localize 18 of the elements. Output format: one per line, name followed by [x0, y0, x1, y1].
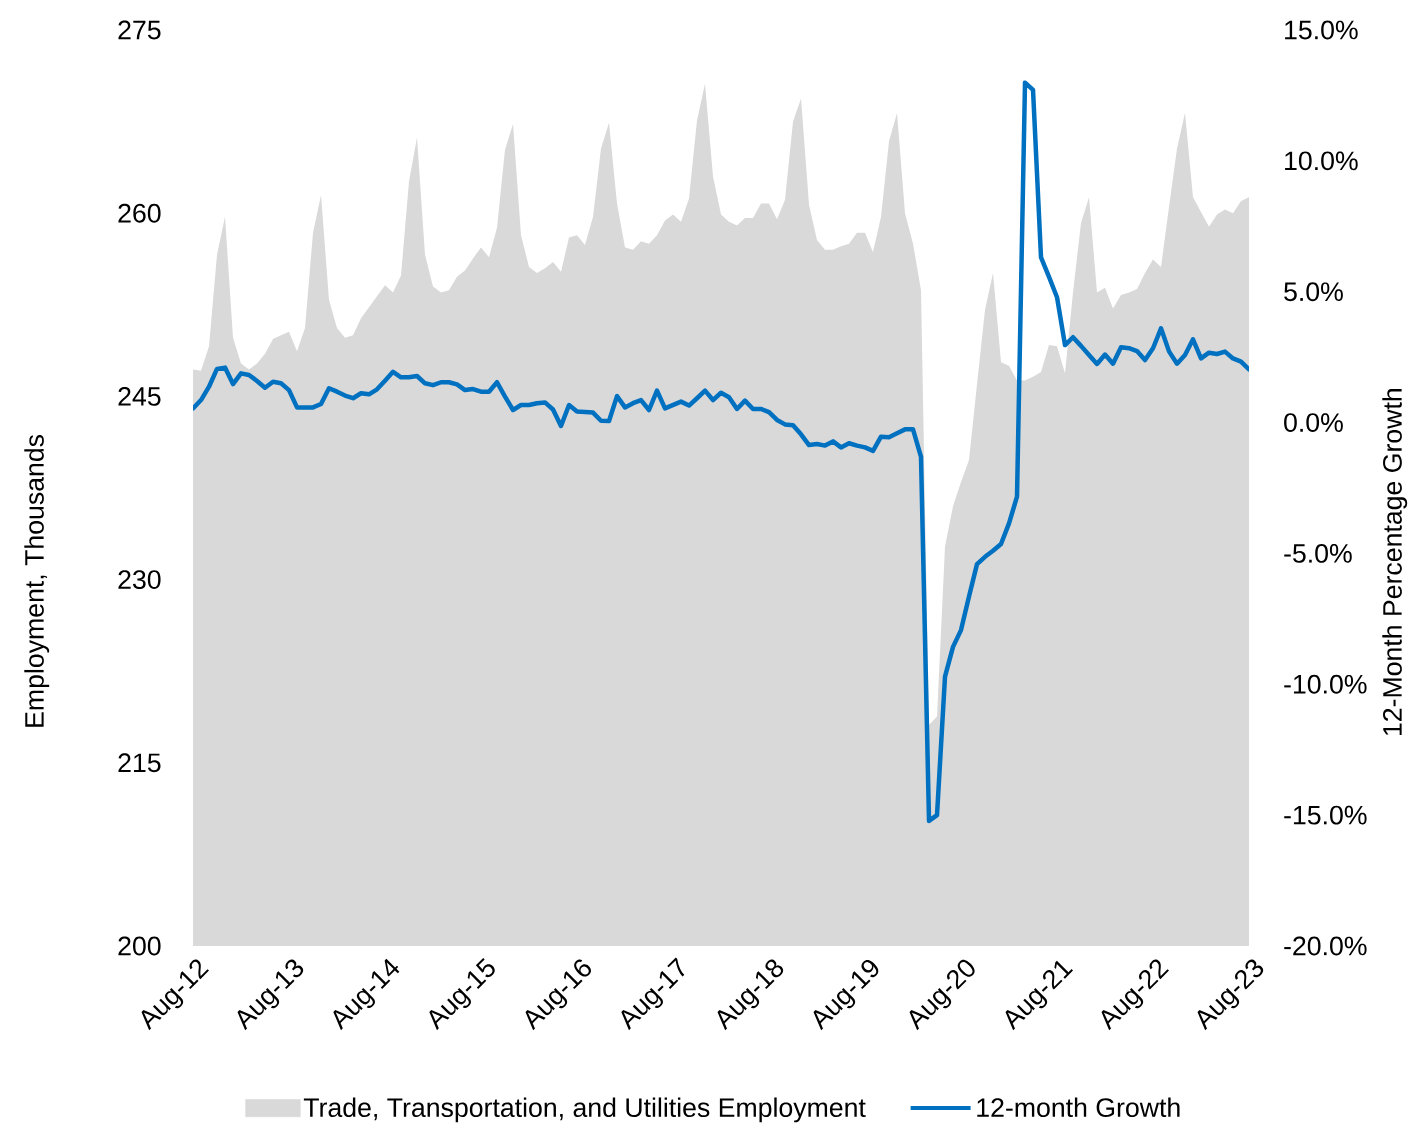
y2-tick-label: -20.0%: [1284, 936, 1367, 956]
y2-axis-title: 12-Month Percentage Growth: [1382, 389, 1408, 736]
y-tick-label: 275: [118, 20, 161, 40]
y2-tick-label: -15.0%: [1284, 805, 1367, 825]
legend-label: 12-month Growth: [977, 1097, 1180, 1118]
y2-tick-label: 10.0%: [1285, 151, 1358, 171]
y-tick-label: 200: [118, 936, 161, 956]
y-axis-title: Employment, Thousands: [24, 434, 50, 727]
y2-tick-label: 5.0%: [1284, 282, 1343, 302]
y2-tick-label: -10.0%: [1284, 674, 1367, 694]
y-tick-label: 230: [118, 570, 161, 590]
legend-label: Trade, Transportation, and Utilities Employment: [303, 1097, 866, 1123]
y-tick-label: 260: [118, 203, 161, 223]
y-tick-label: 215: [118, 753, 161, 773]
y2-tick-label: 0.0%: [1284, 413, 1343, 432]
y-tick-label: 245: [118, 386, 161, 406]
y2-tick-label: -5.0%: [1284, 543, 1352, 563]
y2-tick-label: 15.0%: [1285, 20, 1358, 40]
